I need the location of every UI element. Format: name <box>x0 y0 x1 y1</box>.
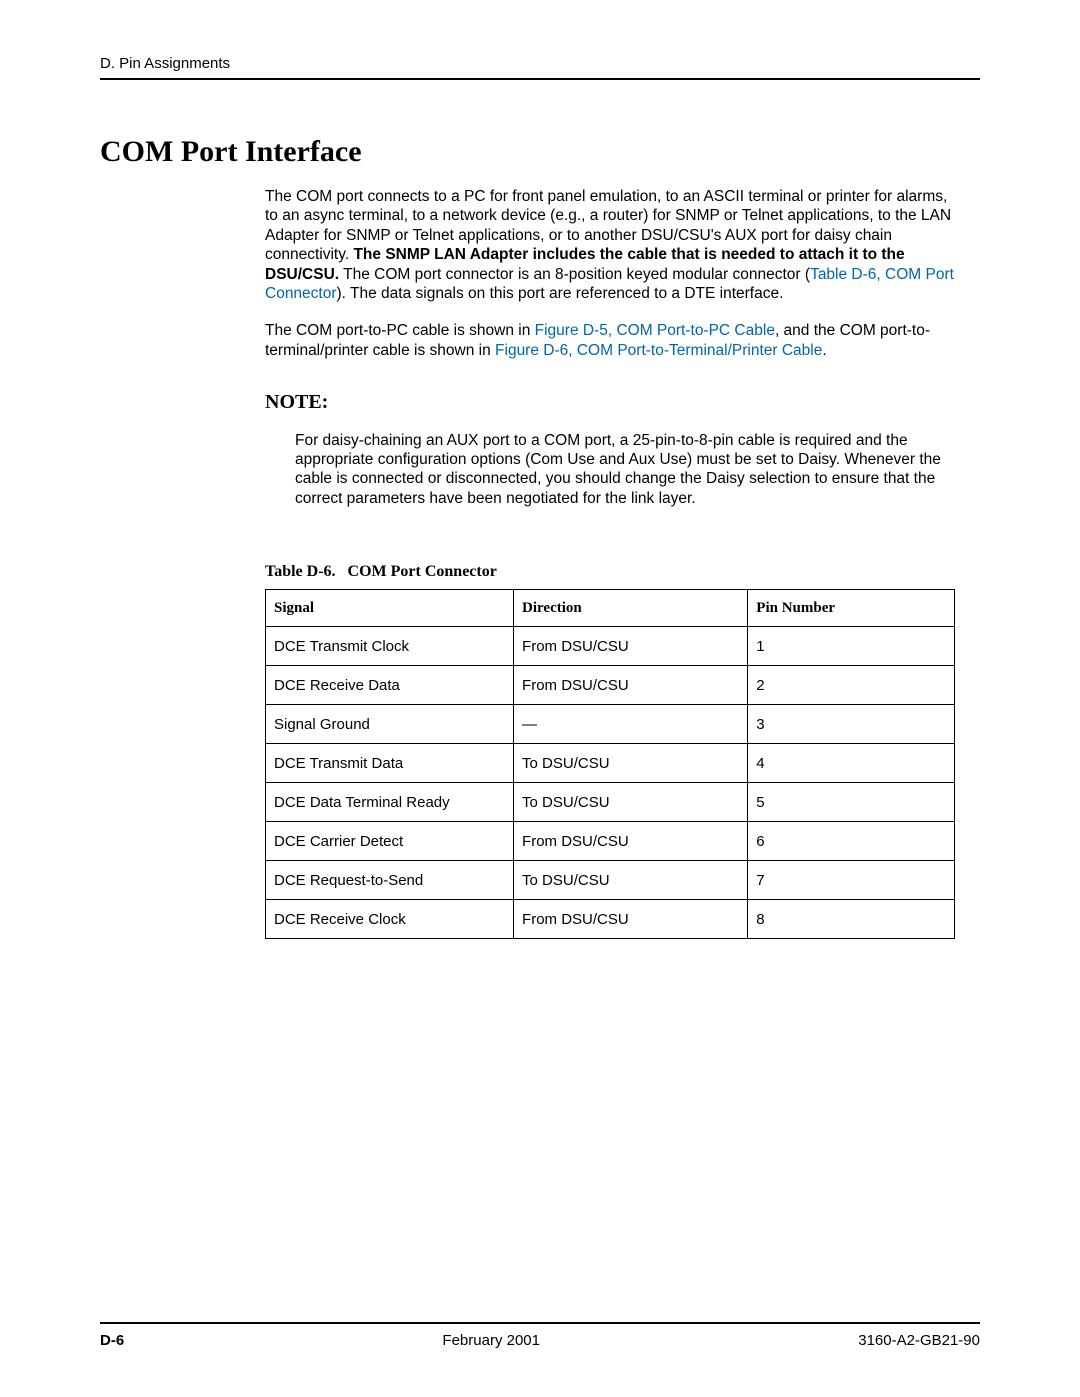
cell-direction: To DSU/CSU <box>514 783 748 822</box>
cell-pin: 8 <box>748 900 955 939</box>
cell-signal: DCE Transmit Data <box>266 744 514 783</box>
col-header-signal: Signal <box>266 590 514 627</box>
table-row: DCE Receive Clock From DSU/CSU 8 <box>266 900 955 939</box>
com-port-connector-table-wrap: Table D-6. COM Port Connector Signal Dir… <box>265 563 955 939</box>
footer-page-number: D-6 <box>100 1332 124 1349</box>
cell-pin: 3 <box>748 705 955 744</box>
table-header-row: Signal Direction Pin Number <box>266 590 955 627</box>
cell-signal: DCE Receive Data <box>266 666 514 705</box>
col-header-direction: Direction <box>514 590 748 627</box>
cell-pin: 6 <box>748 822 955 861</box>
cell-signal: DCE Transmit Clock <box>266 627 514 666</box>
table-row: DCE Transmit Data To DSU/CSU 4 <box>266 744 955 783</box>
table-caption: Table D-6. COM Port Connector <box>265 563 955 581</box>
table-caption-title: COM Port Connector <box>348 563 497 580</box>
cell-direction: From DSU/CSU <box>514 666 748 705</box>
p2-text-a: The COM port-to-PC cable is shown in <box>265 322 535 339</box>
cell-signal: Signal Ground <box>266 705 514 744</box>
table-caption-prefix: Table D-6. <box>265 563 336 580</box>
table-row: DCE Carrier Detect From DSU/CSU 6 <box>266 822 955 861</box>
cell-direction: From DSU/CSU <box>514 627 748 666</box>
link-figure-d6[interactable]: Figure D-6, COM Port-to-Terminal/Printer… <box>495 342 822 359</box>
note-title: NOTE: <box>265 390 955 415</box>
table-row: DCE Data Terminal Ready To DSU/CSU 5 <box>266 783 955 822</box>
footer-doc-id: 3160-A2-GB21-90 <box>858 1332 980 1349</box>
cell-signal: DCE Receive Clock <box>266 900 514 939</box>
cell-direction: From DSU/CSU <box>514 822 748 861</box>
cell-signal: DCE Data Terminal Ready <box>266 783 514 822</box>
cell-signal: DCE Request-to-Send <box>266 861 514 900</box>
cell-direction: — <box>514 705 748 744</box>
running-head: D. Pin Assignments <box>100 55 980 80</box>
p1-text-b: The COM port connector is an 8-position … <box>339 266 810 283</box>
p2-text-c: . <box>822 342 826 359</box>
cell-pin: 1 <box>748 627 955 666</box>
p1-text-c: ). The data signals on this port are ref… <box>337 285 784 302</box>
cell-pin: 4 <box>748 744 955 783</box>
table-row: DCE Request-to-Send To DSU/CSU 7 <box>266 861 955 900</box>
note-body: For daisy-chaining an AUX port to a COM … <box>295 431 955 509</box>
cell-direction: From DSU/CSU <box>514 900 748 939</box>
cell-pin: 2 <box>748 666 955 705</box>
cell-direction: To DSU/CSU <box>514 744 748 783</box>
cell-pin: 7 <box>748 861 955 900</box>
table-row: DCE Transmit Clock From DSU/CSU 1 <box>266 627 955 666</box>
page-footer: D-6 February 2001 3160-A2-GB21-90 <box>100 1322 980 1349</box>
col-header-pin: Pin Number <box>748 590 955 627</box>
cell-pin: 5 <box>748 783 955 822</box>
paragraph-2: The COM port-to-PC cable is shown in Fig… <box>265 321 955 360</box>
cell-signal: DCE Carrier Detect <box>266 822 514 861</box>
table-row: Signal Ground — 3 <box>266 705 955 744</box>
cell-direction: To DSU/CSU <box>514 861 748 900</box>
section-title: COM Port Interface <box>100 135 980 169</box>
com-port-connector-table: Signal Direction Pin Number DCE Transmit… <box>265 589 955 939</box>
paragraph-1: The COM port connects to a PC for front … <box>265 187 955 303</box>
table-row: DCE Receive Data From DSU/CSU 2 <box>266 666 955 705</box>
footer-date: February 2001 <box>442 1332 540 1349</box>
link-figure-d5[interactable]: Figure D-5, COM Port-to-PC Cable <box>535 322 775 339</box>
